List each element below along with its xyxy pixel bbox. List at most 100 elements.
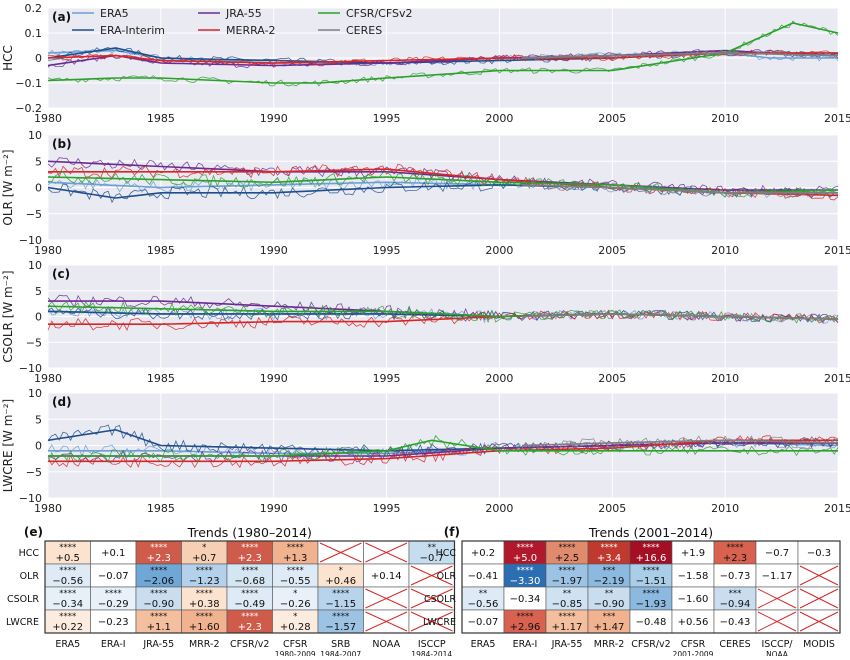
significance-stars: ****	[643, 589, 660, 599]
significance-stars: ****	[59, 612, 76, 622]
panel-label: (e)	[24, 525, 43, 539]
trend-value: −1.58	[678, 571, 709, 582]
trend-value: +2.5	[555, 553, 579, 564]
x-tick-label: 2015	[824, 244, 850, 257]
y-tick-label: 0.2	[25, 2, 43, 15]
series-trend-cfsr-cfsv2	[47, 22, 839, 84]
x-tick-label: 1990	[260, 502, 288, 515]
x-tick-label: 2005	[598, 502, 626, 515]
legend-entry: ERA5	[100, 7, 129, 20]
legend-entry: ERA-Interim	[100, 24, 165, 37]
table-title: Trends (1980–2014)	[187, 525, 312, 540]
x-tick-label: 1995	[373, 112, 401, 125]
trend-value: −1.23	[189, 576, 220, 587]
cross-mark	[365, 611, 408, 632]
column-label: ERA5	[471, 639, 496, 650]
x-tick-label: 2015	[824, 372, 850, 385]
trend-value: −0.7	[765, 548, 789, 559]
cross-mark	[799, 588, 839, 609]
significance-stars: ****	[517, 566, 534, 576]
column-sublabel: 1980-2009	[275, 650, 316, 656]
column-label: MRR-2	[594, 639, 625, 650]
cross-mark	[799, 611, 839, 632]
table-title: Trends (2001–2014)	[588, 525, 713, 540]
panel-1: −10 −5 0 5 10 1980 1985 1990 1995 2000 2005 2010 201…	[1, 129, 850, 257]
significance-stars: ****	[559, 543, 576, 553]
panel-label: (c)	[52, 267, 70, 281]
series-line-cfsr-cfsv2	[47, 301, 839, 324]
column-label: ISCCP	[418, 639, 446, 650]
series-trend-ceres	[521, 313, 839, 320]
series-trend-merra-2	[48, 439, 838, 463]
x-tick-label: 1995	[373, 244, 401, 257]
trend-value: +0.46	[325, 576, 356, 587]
x-tick-label: 1980	[34, 244, 62, 257]
series-trend-cfsr-cfsv2	[48, 439, 838, 457]
y-tick-label: −0.1	[15, 77, 42, 90]
column-label: NOAA	[372, 639, 400, 650]
row-label: OLR	[437, 571, 457, 582]
significance-stars: ****	[287, 543, 304, 553]
y-tick-label: 0	[35, 311, 42, 324]
series-trend-ceres	[521, 184, 838, 194]
trend-value: +1.60	[189, 622, 220, 633]
significance-stars: ****	[601, 543, 618, 553]
significance-stars: ***	[603, 566, 616, 576]
y-tick-label: −10	[19, 234, 42, 247]
trend-value: −0.90	[594, 599, 625, 610]
trend-value: −0.56	[52, 576, 83, 587]
cross-mark	[799, 565, 839, 586]
significance-stars: ****	[196, 589, 213, 599]
significance-stars: ****	[59, 566, 76, 576]
significance-stars: ****	[59, 543, 76, 553]
significance-stars: ****	[196, 566, 213, 576]
column-label: ERA-I	[101, 639, 126, 650]
trend-value: +16.6	[636, 553, 667, 564]
y-tick-label: −5	[26, 208, 42, 221]
y-tick-label: 10	[28, 387, 42, 400]
x-tick-label: 2000	[485, 502, 513, 515]
trend-value: +1.9	[681, 548, 705, 559]
trend-value: −0.3	[807, 548, 831, 559]
legend-entry: JRA-55	[225, 7, 262, 20]
x-tick-label: 1985	[147, 372, 175, 385]
trend-value: +1.3	[283, 553, 307, 564]
panel-label: (d)	[52, 395, 72, 409]
trend-value: −1.15	[325, 599, 356, 610]
significance-stars: ****	[727, 543, 744, 553]
trend-value: −0.68	[234, 576, 265, 587]
column-sublabel: 2001-2009	[673, 650, 714, 656]
panel-3: −10 −5 0 5 10 1980 1985 1990 1995 2000 2005 2010 201…	[1, 387, 850, 515]
trend-value: −0.41	[468, 571, 499, 582]
significance-stars: ****	[332, 612, 349, 622]
significance-stars: ****	[643, 566, 660, 576]
significance-stars: ****	[332, 589, 349, 599]
trend-value: −0.90	[143, 599, 174, 610]
cross-mark	[410, 611, 453, 632]
trend-value: −0.73	[720, 571, 751, 582]
trend-value: +2.96	[510, 622, 541, 633]
trend-value: +5.0	[513, 553, 537, 564]
column-label: ISCCP/	[761, 639, 793, 650]
significance-stars: **	[605, 589, 614, 599]
cross-mark	[757, 588, 797, 609]
significance-stars: ****	[59, 589, 76, 599]
cross-mark	[319, 542, 362, 563]
column-label: CFSR	[681, 639, 706, 650]
significance-stars: ***	[729, 589, 742, 599]
series-line-era-interim	[47, 179, 839, 204]
trend-value: −1.60	[678, 594, 709, 605]
x-tick-label: 1980	[34, 112, 62, 125]
y-tick-label: 10	[28, 259, 42, 272]
x-tick-label: 1980	[34, 372, 62, 385]
series-line-ceres	[521, 310, 839, 324]
column-sublabel: NOAA	[766, 650, 789, 656]
significance-stars: ****	[241, 612, 258, 622]
trend-value: +0.7	[192, 553, 216, 564]
x-tick-label: 2010	[711, 502, 739, 515]
trend-value: +3.4	[597, 553, 621, 564]
table-border	[44, 540, 456, 634]
significance-stars: ****	[105, 589, 122, 599]
panel-label: (a)	[52, 10, 71, 24]
